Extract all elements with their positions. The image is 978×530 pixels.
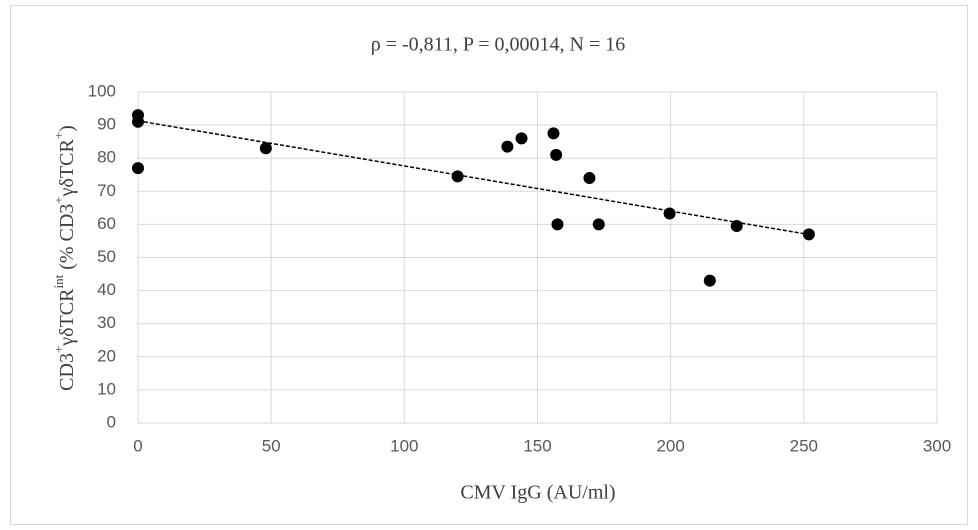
y-tick-label: 90 xyxy=(97,115,116,134)
data-point xyxy=(551,218,564,231)
x-tick-label: 100 xyxy=(390,436,418,455)
data-point xyxy=(132,115,144,128)
y-axis-label: CD3+γδTCRint (% CD3+γδTCR+) xyxy=(51,125,77,391)
y-label-part: CD3 xyxy=(56,353,78,391)
y-label-part: int xyxy=(51,274,66,288)
data-point xyxy=(703,274,716,287)
y-tick-label: 20 xyxy=(97,346,116,365)
trendline xyxy=(137,120,804,235)
y-tick-label: 50 xyxy=(97,247,116,266)
y-tick-label: 60 xyxy=(97,214,116,233)
x-tick-label: 250 xyxy=(790,436,818,455)
y-label-part: (% CD3 xyxy=(56,204,78,275)
y-label-part: + xyxy=(51,196,66,203)
data-point xyxy=(592,218,605,231)
data-point xyxy=(550,148,563,161)
y-label-part: γδTCR xyxy=(56,288,78,347)
grid xyxy=(137,91,938,424)
data-point xyxy=(259,142,272,155)
data-point xyxy=(515,132,528,145)
x-tick-label: 300 xyxy=(923,436,951,455)
x-tick-label: 0 xyxy=(133,436,142,455)
y-tick-label: 0 xyxy=(107,412,116,431)
chart-frame xyxy=(10,5,968,525)
y-tick-label: 70 xyxy=(97,181,116,200)
y-label-part: γδTCR xyxy=(56,139,78,198)
y-tick-label: 40 xyxy=(97,280,116,299)
y-label-part: + xyxy=(51,132,66,139)
y-tick-label: 10 xyxy=(97,379,116,398)
data-point xyxy=(547,127,560,140)
data-point xyxy=(583,172,596,185)
y-tick-label: 30 xyxy=(97,313,116,332)
y-label-part: ) xyxy=(56,125,78,132)
y-label-part: + xyxy=(51,346,66,353)
data-point xyxy=(501,140,514,153)
x-axis-label: CMV IgG (AU/ml) xyxy=(460,482,615,504)
y-tick-label: 100 xyxy=(88,81,116,100)
data-point xyxy=(730,220,743,233)
data-point xyxy=(802,228,815,241)
data-point xyxy=(663,207,676,220)
data-point xyxy=(132,162,144,175)
data-point xyxy=(451,170,464,183)
x-tick-label: 200 xyxy=(656,436,684,455)
y-tick-label: 80 xyxy=(97,148,116,167)
chart-title: ρ = -0,811, P = 0,00014, N = 16 xyxy=(371,34,626,56)
x-tick-label: 50 xyxy=(262,436,281,455)
x-tick-label: 150 xyxy=(523,436,551,455)
